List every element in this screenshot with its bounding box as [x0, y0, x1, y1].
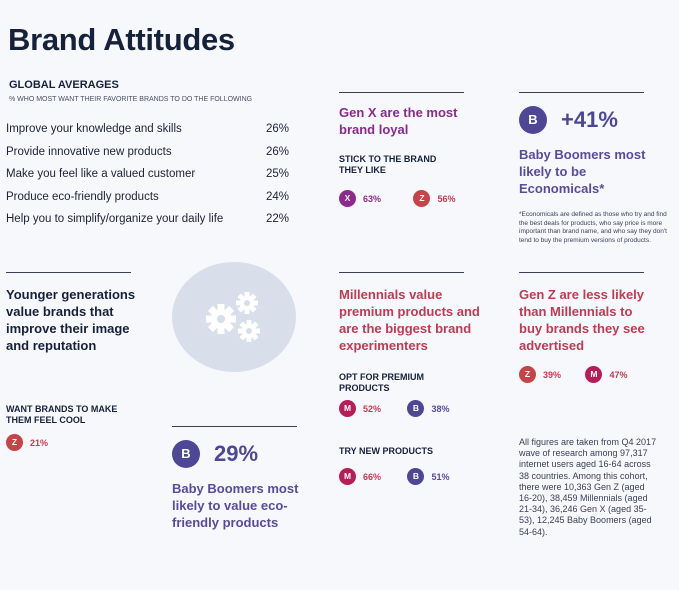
- item-label: Make you feel like a valued customer: [6, 168, 196, 180]
- genz-stats: Z 39% M 47%: [519, 366, 627, 384]
- item-value: 25%: [265, 168, 289, 180]
- list-item: Provide innovative new products 26%: [6, 141, 289, 164]
- genx-stats: X 63% Z 56%: [339, 190, 455, 208]
- divider: [519, 92, 644, 93]
- boomers-badge: B: [519, 106, 547, 134]
- item-label: Improve your knowledge and skills: [6, 123, 182, 135]
- stat-value: 47%: [609, 369, 628, 380]
- younger-caption: WANT BRANDS TO MAKE THEM FEEL COOL: [6, 404, 118, 425]
- methodology-footnote: All figures are taken from Q4 2017 wave …: [519, 437, 657, 537]
- item-value: 26%: [265, 145, 289, 158]
- millennials-badge: M: [339, 400, 356, 418]
- genx-badge: X: [339, 190, 356, 208]
- divider: [339, 92, 464, 93]
- item-value: 24%: [265, 190, 289, 203]
- stat-value: 66%: [363, 471, 382, 482]
- stat-value: 51%: [431, 471, 450, 482]
- page-title: Brand Attitudes: [8, 22, 235, 57]
- item-label: Produce eco-friendly products: [6, 190, 159, 203]
- genz-headline: Gen Z are less likely than Millennials t…: [519, 287, 645, 353]
- millennials-badge: M: [585, 366, 603, 384]
- boomers-eco-stat: B 29%: [172, 440, 258, 468]
- item-label: Provide innovative new products: [6, 145, 172, 158]
- younger-stat: Z 21%: [6, 434, 48, 452]
- boomers-badge: B: [407, 400, 425, 418]
- list-item: Produce eco-friendly products 24%: [6, 186, 289, 209]
- millennials-caption-premium: OPT FOR PREMIUM PRODUCTS: [339, 372, 424, 393]
- divider: [172, 426, 297, 427]
- millennials-premium-stats: M 52% B 38%: [339, 400, 449, 418]
- stat-value: 56%: [437, 193, 456, 204]
- boomers-econ-stat: B +41%: [519, 106, 618, 134]
- divider: [519, 272, 644, 273]
- stat-value: 63%: [363, 193, 382, 204]
- item-label: Help you to simplify/organize your daily…: [6, 213, 224, 225]
- gears-icon: [172, 262, 296, 372]
- genz-badge: Z: [413, 190, 431, 208]
- stat-value: 39%: [543, 369, 562, 380]
- genz-badge: Z: [519, 366, 536, 384]
- genz-badge: Z: [6, 434, 23, 452]
- global-averages-heading: GLOBAL AVERAGES: [9, 79, 119, 91]
- boomers-econ-percent: +41%: [561, 107, 618, 132]
- stat-value: 21%: [30, 437, 49, 448]
- economicals-note: *Economicals are defined as those who tr…: [519, 211, 667, 244]
- gears-svg: [206, 292, 260, 342]
- boomers-eco-percent: 29%: [214, 441, 259, 466]
- list-item: Improve your knowledge and skills 26%: [6, 118, 289, 141]
- genx-caption: STICK TO THE BRAND THEY LIKE: [339, 154, 437, 175]
- list-item: Help you to simplify/organize your daily…: [6, 208, 289, 231]
- millennials-new-stats: M 66% B 51%: [339, 468, 449, 486]
- stat-value: 52%: [363, 403, 382, 414]
- stat-value: 38%: [431, 403, 450, 414]
- younger-headline: Younger generations value brands that im…: [6, 287, 136, 353]
- genx-headline: Gen X are the most brand loyal: [339, 105, 458, 137]
- global-averages-subheading: % WHO MOST WANT THEIR FAVORITE BRANDS TO…: [9, 96, 253, 103]
- boomers-econ-headline: Baby Boomers most likely to be Economica…: [519, 147, 646, 196]
- item-value: 26%: [265, 123, 289, 135]
- boomers-badge: B: [407, 468, 425, 486]
- divider: [6, 272, 131, 273]
- boomers-eco-headline: Baby Boomers most likely to value eco-fr…: [172, 481, 299, 530]
- boomers-badge: B: [172, 440, 200, 468]
- global-averages-list: Improve your knowledge and skills 26% Pro…: [6, 118, 289, 231]
- list-item: Make you feel like a valued customer 25%: [6, 163, 289, 186]
- item-value: 22%: [265, 213, 289, 225]
- millennials-badge: M: [339, 468, 356, 486]
- millennials-caption-new: TRY NEW PRODUCTS: [339, 446, 434, 456]
- divider: [339, 272, 464, 273]
- millennials-headline: Millennials value premium products and a…: [339, 287, 480, 353]
